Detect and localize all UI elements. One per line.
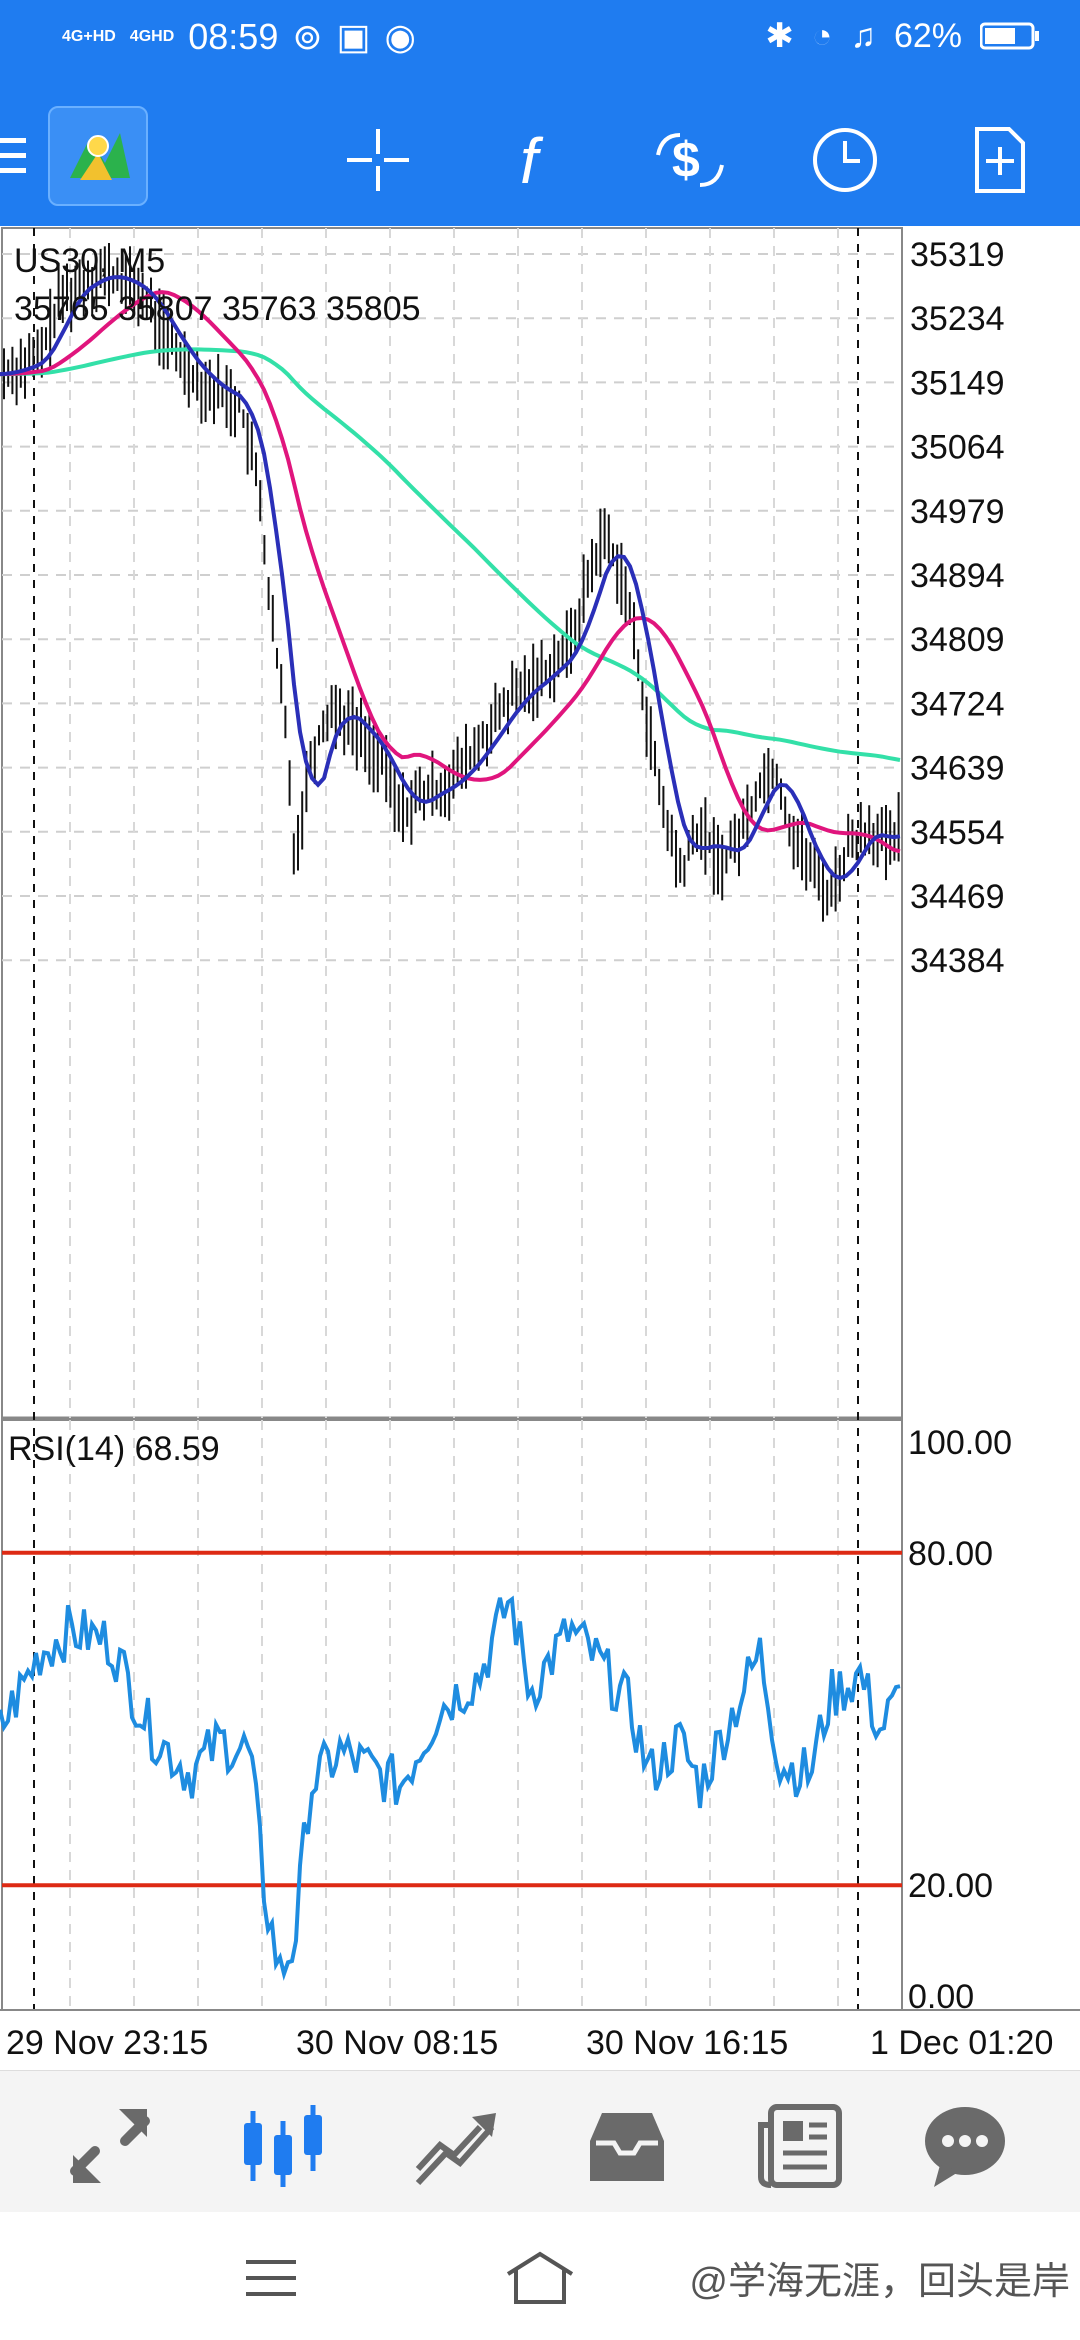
chat-icon [925,2107,1005,2187]
watermark: @学海无涯，回头是岸 [689,2261,1070,2303]
rsi-line [0,1595,901,1981]
nav-chat[interactable] [920,2101,1010,2191]
nav-quotes[interactable] [65,2101,155,2191]
price-tick-label: 34469 [910,878,1005,916]
price-tick-label: 34724 [910,685,1005,723]
nav-history[interactable] [582,2101,672,2191]
nav-chart[interactable] [238,2101,328,2191]
price-tick-label: 34554 [910,814,1005,852]
timeframe-button[interactable] [805,120,885,200]
price-axis: 35319 35234 35149 35064 34979 34894 34809 34724… [910,236,1005,980]
battery-icon [980,22,1039,50]
app-notification-icon: ▣ [336,16,371,57]
mute-icon: ♫ [850,16,876,55]
price-tick-label: 34639 [910,750,1005,788]
time-axis: 29 Nov 23:15 30 Nov 08:15 30 Nov 16:15 1 De… [6,2024,1053,2062]
status-bar: 4G+HD 4GHD 08:59 ⊚ ▣ ◉ ✱ ◔ ♫ 62% [0,0,1080,84]
system-navigation-bar: @学海无涯，回头是岸 [0,2212,1080,2340]
menu-icon[interactable] [0,134,30,178]
nav-trade[interactable] [410,2101,500,2191]
ohlc-values: 35765 35807 35763 35805 [14,290,421,328]
chart-canvas[interactable]: 35319 35234 35149 35064 34979 34894 34809 34724… [0,226,1080,2066]
new-order-icon [975,127,1025,193]
price-bars [3,243,900,922]
price-tick-label: 34809 [910,621,1005,659]
moving-average-medium [0,290,901,854]
grid [2,228,902,2010]
rsi-label: RSI(14) 68.59 [8,1430,220,1468]
alarm-icon: ◔ [811,16,833,55]
price-tick-label: 35149 [910,364,1005,402]
history-icon [590,2113,664,2181]
time-tick-label: 30 Nov 16:15 [586,2024,788,2062]
price-tick-label: 35234 [910,300,1005,338]
clock-time: 08:59 [188,16,279,57]
quotes-icon [70,2109,150,2183]
notification-compass-icon: ◉ [384,16,416,57]
time-tick-label: 29 Nov 23:15 [6,2024,208,2062]
network-indicator-2: 4GHD [129,28,175,45]
bottom-navigation [0,2070,1080,2213]
nav-news[interactable] [755,2101,845,2191]
price-tick-label: 34979 [910,493,1005,531]
trade-chart-icon [415,2113,496,2186]
rsi-tick-label: 80.00 [908,1535,993,1573]
chart-area[interactable]: 35319 35234 35149 35064 34979 34894 34809 34724… [0,226,1080,2066]
price-tick-label: 34894 [910,557,1005,595]
price-tick-label: 35064 [910,429,1005,467]
moving-average-fast [0,275,901,881]
trade-icon: $ [656,132,724,188]
battery-level: 62% [893,16,962,55]
metatrader-logo-icon [70,133,130,180]
rsi-tick-label: 100.00 [908,1424,1012,1462]
news-icon [758,2104,842,2188]
bluetooth-icon: ✱ [765,17,794,55]
price-panel-frame [1,227,903,1419]
time-tick-label: 30 Nov 08:15 [296,2024,498,2062]
svg-text:$: $ [672,132,700,188]
indicators-button[interactable]: f [495,120,575,200]
crosshair-icon [347,129,409,191]
new-order-button[interactable] [960,120,1040,200]
symbol-label: US30, M5 [14,242,165,280]
chart-toolbar: f $ [0,84,1080,226]
home-icon[interactable] [504,2250,576,2306]
recent-apps-icon[interactable] [244,2256,300,2300]
trade-button[interactable]: $ [650,120,730,200]
moving-average-slow [0,347,901,762]
rsi-tick-label: 20.00 [908,1867,993,1905]
notification-icon: ⊚ [292,16,323,57]
chart-icon [244,2105,322,2187]
svg-text:f: f [520,125,544,195]
price-tick-label: 35319 [910,236,1005,274]
price-tick-label: 34384 [910,942,1005,980]
network-indicator-1: 4G+HD [62,28,116,45]
time-tick-label: 1 Dec 01:20 [870,2024,1053,2062]
clock-icon [813,128,877,192]
crosshair-button[interactable] [338,120,418,200]
metatrader-logo[interactable] [48,106,148,206]
function-icon: f [520,125,544,195]
